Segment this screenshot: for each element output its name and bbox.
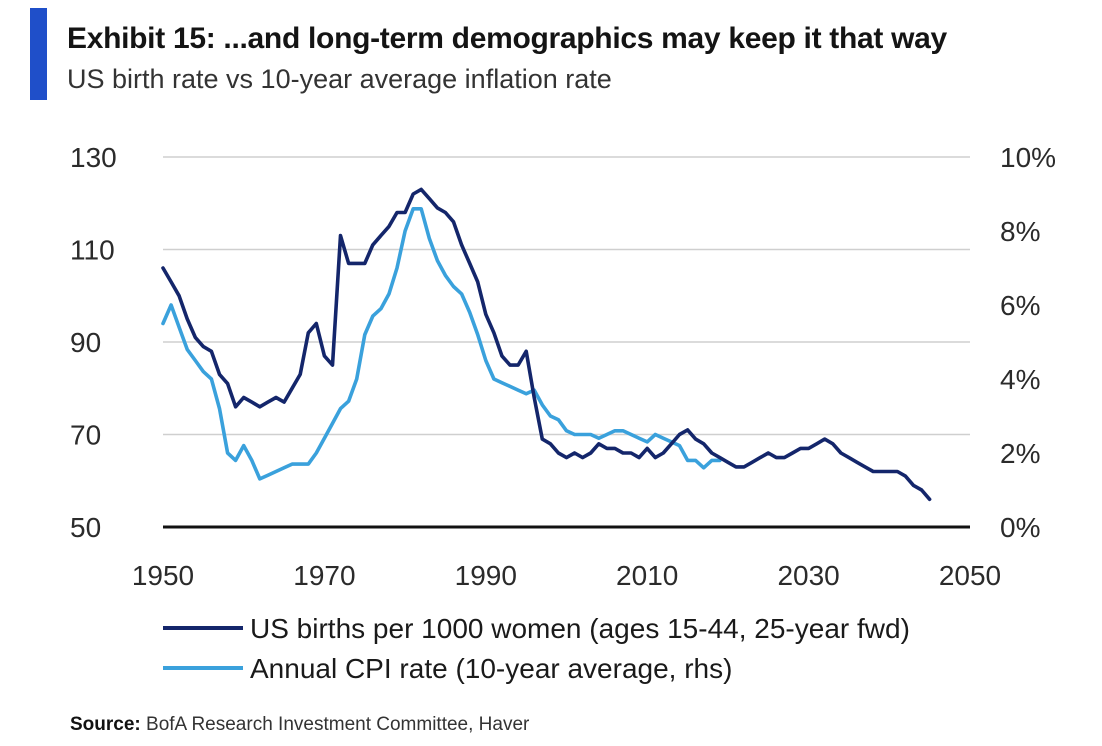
right-tick-label: 4% — [1000, 364, 1040, 395]
left-axis-ticks: 130 110 90 70 50 — [70, 142, 117, 543]
source-label: Source: — [70, 714, 141, 735]
right-tick-label: 10% — [1000, 142, 1056, 173]
x-tick-label: 1970 — [293, 560, 355, 591]
left-tick-label: 110 — [70, 235, 115, 266]
right-axis-ticks: 10% 8% 6% 4% 2% 0% — [1000, 142, 1056, 543]
right-tick-label: 0% — [1000, 512, 1040, 543]
right-tick-label: 6% — [1000, 290, 1040, 321]
right-tick-label: 2% — [1000, 438, 1040, 469]
x-tick-label: 2050 — [939, 560, 1001, 591]
x-axis-ticks: 1950 1970 1990 2010 2030 2050 — [132, 560, 1001, 591]
legend-label-births: US births per 1000 women (ages 15-44, 25… — [250, 613, 910, 644]
x-tick-label: 1990 — [455, 560, 517, 591]
left-tick-label: 130 — [70, 142, 117, 173]
chart-title: Exhibit 15: ...and long-term demographic… — [67, 22, 947, 55]
x-tick-label: 2010 — [616, 560, 678, 591]
source-text: BofA Research Investment Committee, Have… — [146, 714, 530, 735]
left-tick-label: 90 — [70, 327, 101, 358]
series-layer — [161, 187, 932, 502]
left-tick-label: 70 — [70, 420, 101, 451]
series-line-births — [161, 187, 932, 502]
legend: US births per 1000 women (ages 15-44, 25… — [163, 613, 910, 684]
right-tick-label: 8% — [1000, 216, 1040, 247]
chart-subtitle: US birth rate vs 10-year average inflati… — [67, 64, 612, 94]
series-line-cpi — [161, 207, 722, 481]
legend-label-cpi: Annual CPI rate (10-year average, rhs) — [250, 653, 732, 684]
x-tick-label: 1950 — [132, 560, 194, 591]
x-tick-label: 2030 — [777, 560, 839, 591]
source-note: Source: BofA Research Investment Committ… — [70, 714, 529, 736]
gridlines — [163, 156, 970, 529]
line-chart: 130 110 90 70 50 10% 8% 6% 4% 2% 0% 1950 1970 1990 2… — [70, 142, 1056, 684]
left-tick-label: 50 — [70, 512, 101, 543]
accent-bar — [30, 8, 47, 100]
